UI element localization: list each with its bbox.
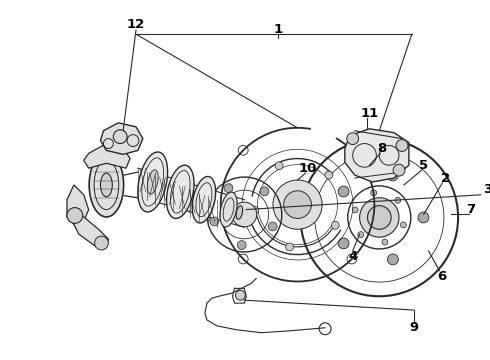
Circle shape [358,231,364,238]
Circle shape [95,236,108,250]
Circle shape [232,202,257,227]
Text: 3: 3 [483,183,490,196]
Circle shape [395,197,401,203]
Ellipse shape [192,176,216,223]
Ellipse shape [147,170,158,194]
Circle shape [371,190,377,196]
Circle shape [382,239,388,245]
Polygon shape [84,144,130,168]
Circle shape [236,291,245,300]
Circle shape [338,238,349,249]
Circle shape [67,208,83,223]
Circle shape [268,222,277,231]
Circle shape [260,187,269,196]
Text: 7: 7 [466,203,475,216]
Circle shape [237,240,246,249]
Text: 11: 11 [360,107,379,120]
Circle shape [418,212,429,223]
Ellipse shape [100,173,112,197]
Circle shape [113,130,127,144]
Ellipse shape [236,206,243,219]
Polygon shape [67,185,89,224]
Circle shape [388,170,398,181]
Circle shape [286,243,294,251]
Circle shape [360,198,399,237]
Circle shape [331,221,339,229]
Circle shape [251,206,259,214]
Circle shape [347,133,359,144]
Circle shape [338,186,349,197]
Circle shape [388,254,398,265]
Circle shape [275,162,283,170]
Circle shape [284,191,311,219]
Polygon shape [345,129,409,182]
Text: 10: 10 [298,162,317,175]
Circle shape [368,206,391,229]
Circle shape [273,180,322,229]
Circle shape [400,222,406,228]
Circle shape [396,140,408,152]
Polygon shape [100,123,143,154]
Ellipse shape [138,152,168,212]
Text: 4: 4 [348,250,357,264]
Circle shape [352,207,358,213]
Text: 5: 5 [419,159,428,172]
Ellipse shape [167,165,194,219]
Text: 2: 2 [441,171,450,185]
Circle shape [393,164,405,176]
Circle shape [224,184,233,193]
Circle shape [325,171,333,179]
Ellipse shape [220,192,237,227]
Polygon shape [74,215,108,247]
Ellipse shape [89,153,123,217]
Circle shape [210,217,219,226]
Text: 8: 8 [378,142,387,155]
Text: 1: 1 [273,23,282,36]
Text: 9: 9 [409,321,418,334]
Text: 6: 6 [437,270,446,283]
Text: 12: 12 [127,18,145,31]
